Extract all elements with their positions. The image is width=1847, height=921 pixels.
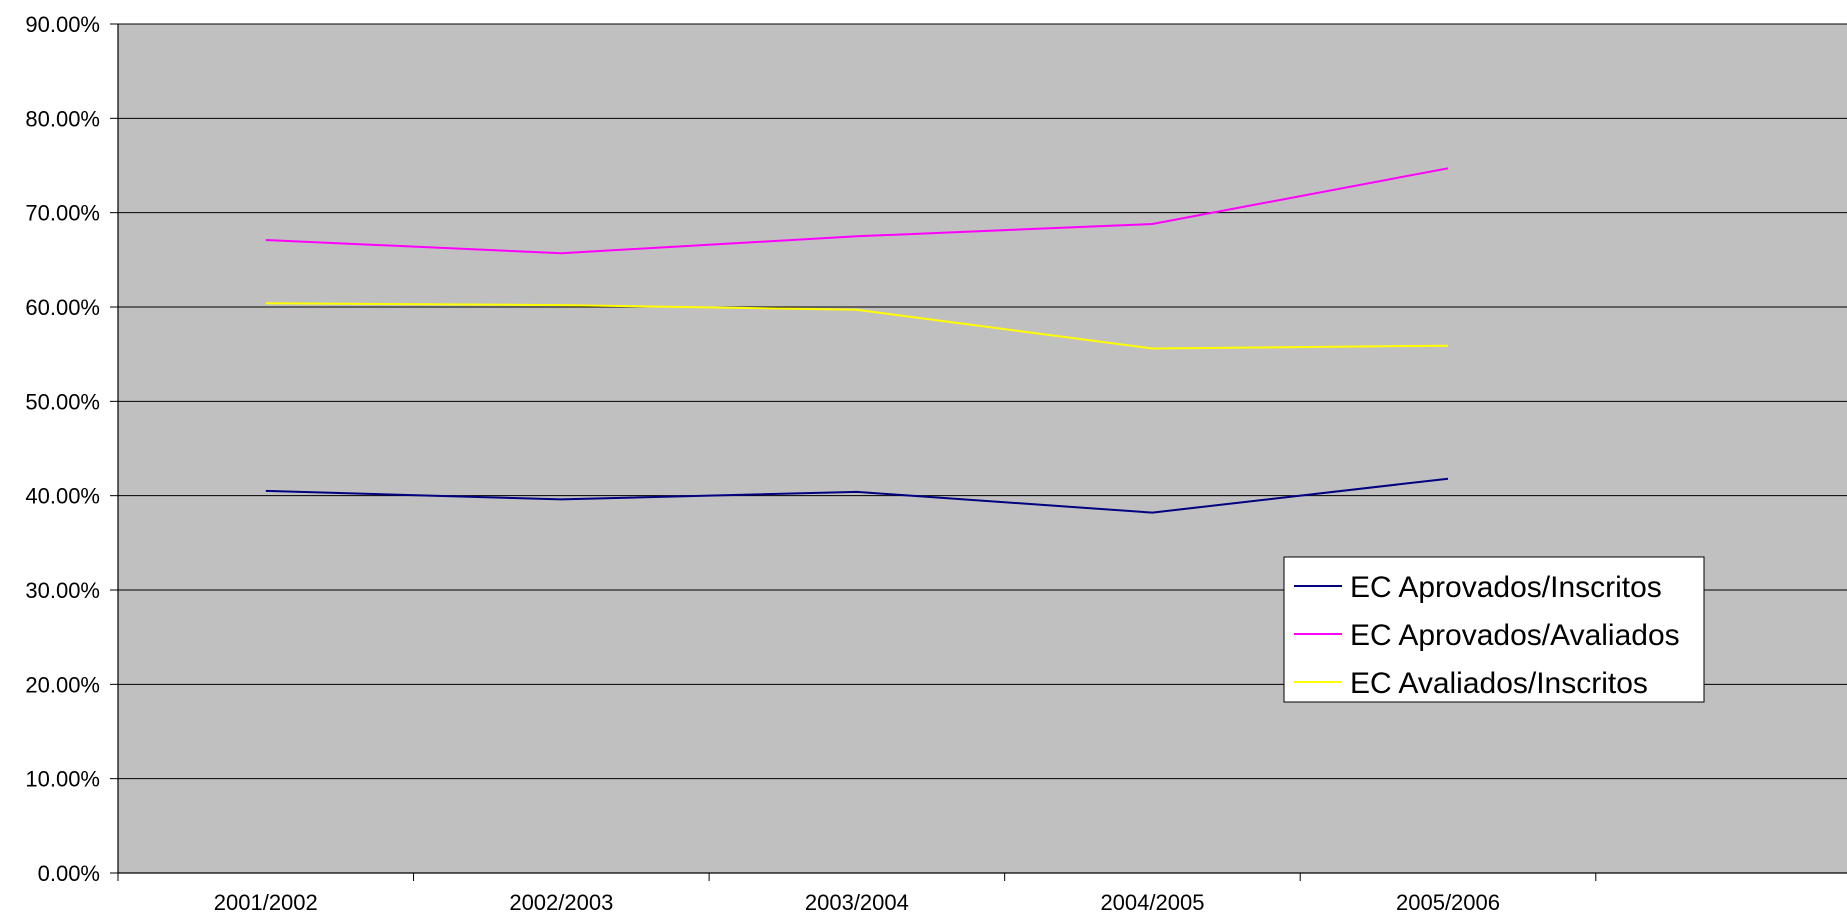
x-tick-label: 2005/2006 [1396, 890, 1500, 915]
legend-label: EC Avaliados/Inscritos [1350, 667, 1648, 700]
x-tick-label: 2004/2005 [1100, 890, 1204, 915]
axes [117, 24, 1847, 874]
x-tick-label: 2002/2003 [509, 890, 613, 915]
y-tick-label: 10.00% [25, 767, 100, 792]
y-tick-label: 40.00% [25, 484, 100, 509]
y-tick-label: 70.00% [25, 201, 100, 226]
y-tick-label: 0.00% [38, 861, 100, 886]
series-lines [265, 167, 1449, 514]
series-line-2 [265, 167, 1449, 255]
legend-box [1283, 556, 1705, 703]
y-tick-label: 20.00% [25, 672, 100, 697]
series-line-3 [265, 302, 1449, 350]
y-tick-label: 30.00% [25, 578, 100, 603]
y-tick-label: 90.00% [25, 12, 100, 37]
plot-area [118, 24, 1847, 873]
x-tick-label: 2003/2004 [805, 890, 909, 915]
legend-label: EC Aprovados/Avaliados [1350, 619, 1680, 652]
y-axis-ticks: 0.00% 10.00% 20.00% 30.00% 40.00% 50.00% 60.00… [25, 12, 118, 886]
x-tick-label: 2001/2002 [214, 890, 318, 915]
y-tick-label: 80.00% [25, 106, 100, 131]
legend: EC Aprovados/Inscritos EC Aprovados/Avali… [1283, 556, 1705, 703]
legend-label: EC Aprovados/Inscritos [1350, 571, 1662, 604]
y-tick-label: 50.00% [25, 389, 100, 414]
y-tick-label: 60.00% [25, 295, 100, 320]
x-axis-ticks: 2001/2002 2002/2003 2003/2004 2004/2005 2005… [117, 873, 1597, 915]
series-line-1 [265, 477, 1449, 514]
